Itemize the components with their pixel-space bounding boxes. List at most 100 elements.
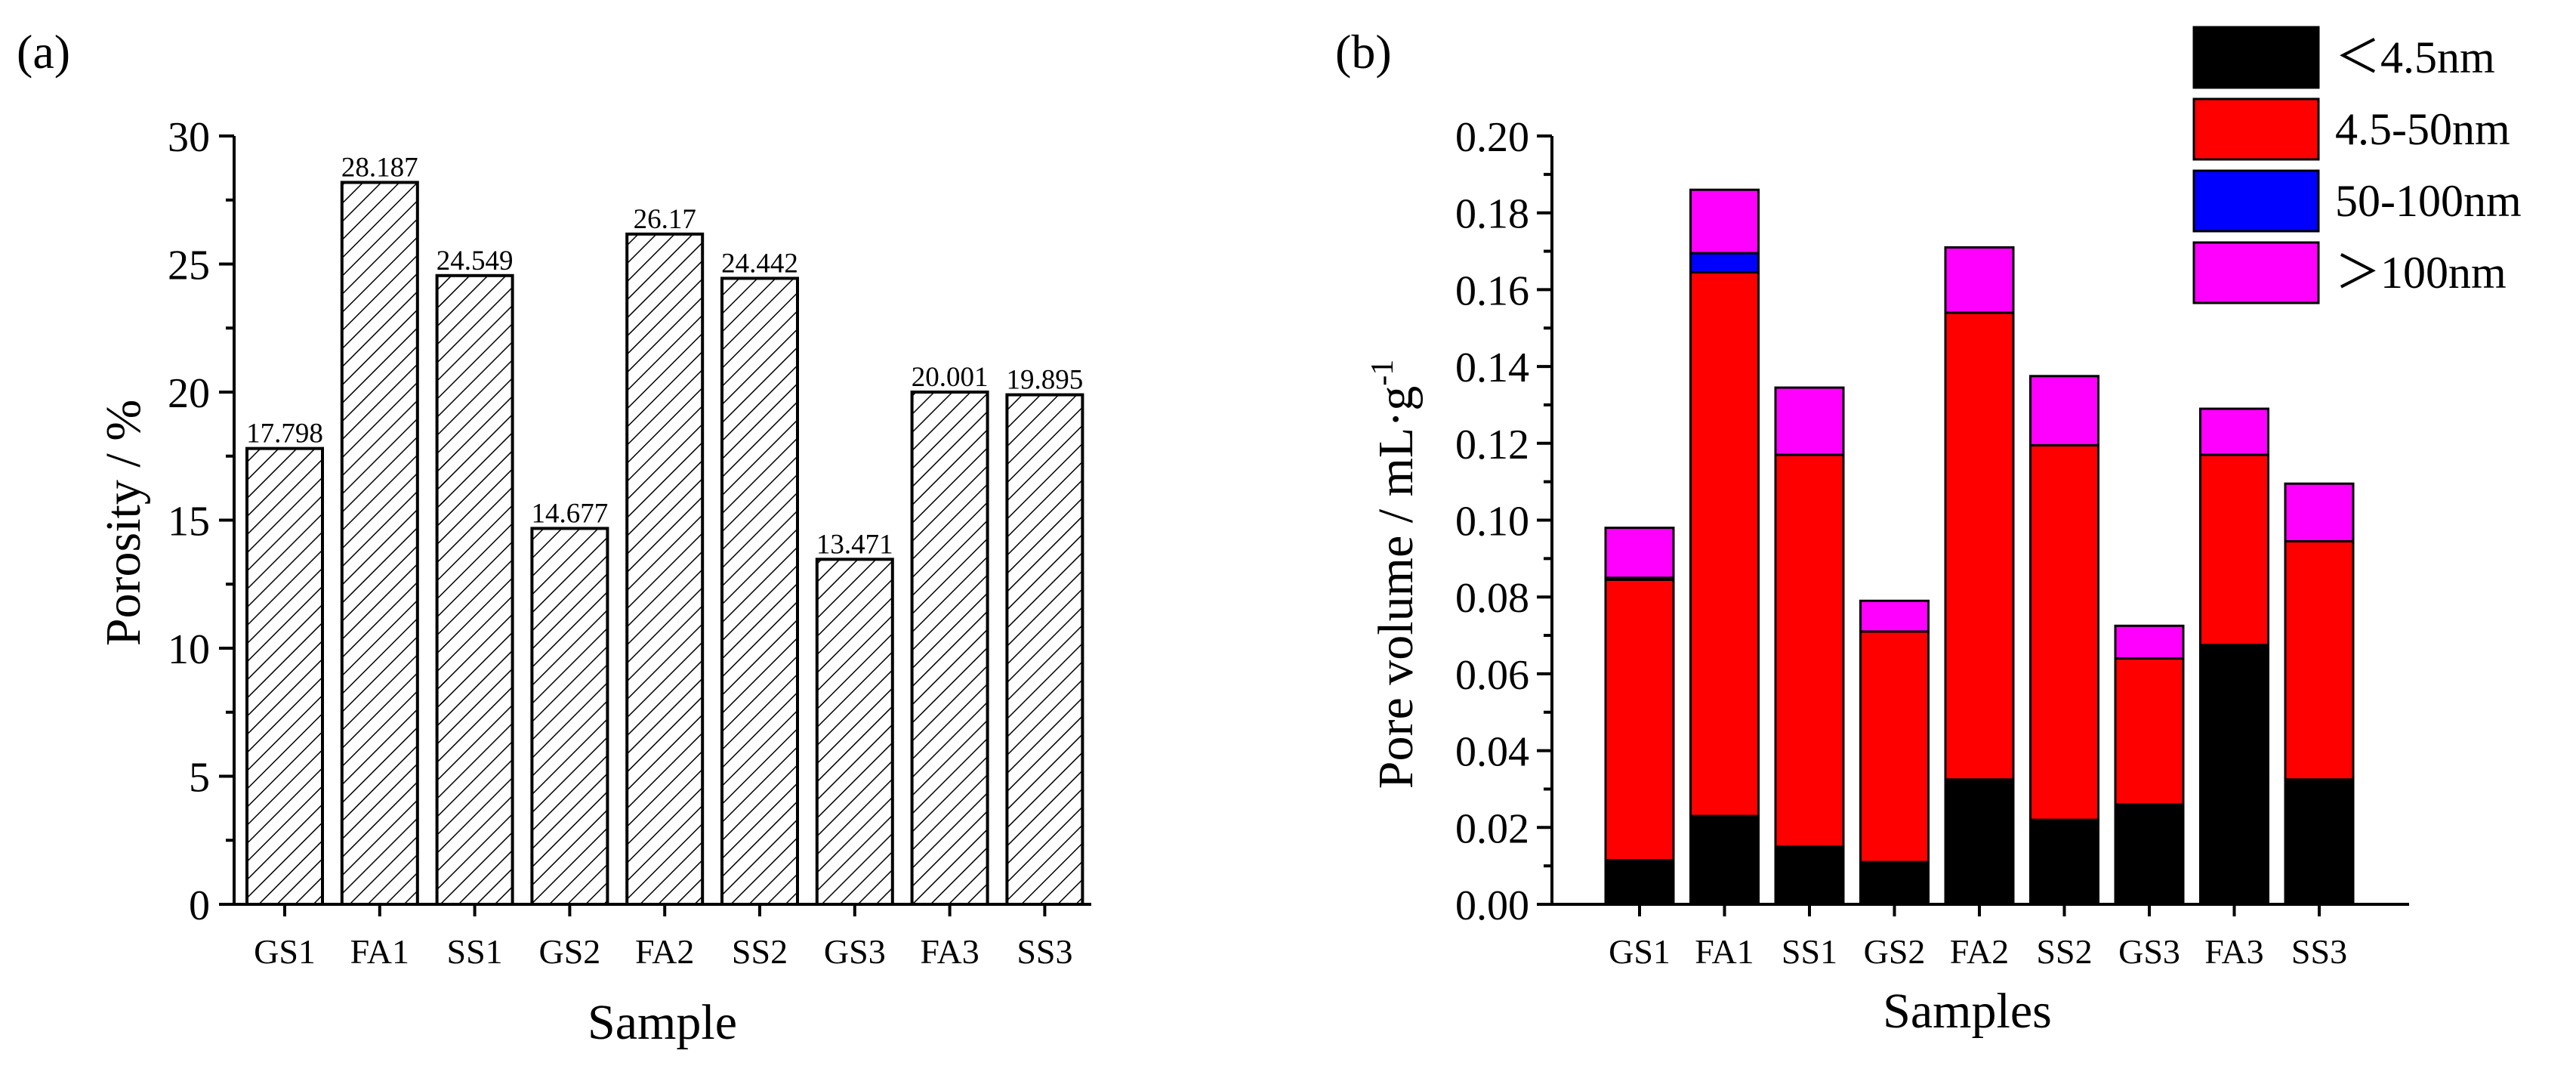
pore-volume-segment-gs1-s1 [1604, 578, 1675, 862]
pore-volume-segment-ss1-s0 [1774, 845, 1845, 906]
panel-a-label: (a) [17, 25, 70, 79]
pore-volume-segment-fa3-s1 [2199, 453, 2269, 647]
pore-volume-x-tick-label: GS1 [1609, 932, 1671, 971]
pore-volume-x-tick-label: FA2 [1950, 932, 2009, 971]
pore-volume-segment-fa3-s0 [2199, 644, 2269, 906]
pore-volume-x-tick-label: SS2 [2036, 932, 2092, 971]
pore-volume-y-tick-label: 0.12 [1455, 422, 1529, 468]
pore-volume-segment-gs3-s1 [2114, 657, 2185, 806]
pore-volume-segment-fa1-s3 [1689, 188, 1760, 255]
porosity-x-tick-label: FA1 [350, 932, 409, 971]
pore-volume-segment-ss2-s1 [2029, 443, 2099, 821]
porosity-bar-fa3 [910, 390, 989, 906]
porosity-value-label: 24.549 [437, 246, 514, 277]
pore-volume-x-axis-title: Samples [1883, 984, 2052, 1039]
pore-volume-segment-fa2-s3 [1944, 246, 2015, 314]
pore-volume-x-tick-label: GS3 [2118, 932, 2180, 971]
porosity-bars: 17.798 28.187 24.549 14.677 26.17 24.442 13.47… [245, 152, 1084, 907]
pore-volume-x-tick-label: GS2 [1864, 932, 1926, 971]
pore-volume-bars [1604, 188, 2355, 906]
pore-volume-segment-ss2-s3 [2029, 375, 2099, 446]
porosity-bar-fa1 [340, 181, 419, 906]
pore-volume-x-tick-label: FA3 [2204, 932, 2263, 971]
pore-volume-segment-gs3-s0 [2114, 803, 2185, 906]
pore-volume-segment-gs2-s0 [1859, 860, 1930, 906]
porosity-value-label: 17.798 [246, 419, 323, 450]
porosity-x-axis-title: Sample [588, 995, 737, 1050]
legend-label-2: 50-100nm [2335, 176, 2522, 226]
pore-volume-segment-fa1-s2 [1689, 252, 1760, 274]
pore-volume-segment-ss3-s3 [2284, 482, 2355, 542]
porosity-bar-gs3 [815, 558, 894, 907]
pore-volume-segment-fa3-s3 [2199, 407, 2269, 456]
pore-volume-segment-fa2-s1 [1944, 311, 2015, 781]
pore-volume-segment-gs1-s0 [1604, 859, 1675, 906]
porosity-y-tick-label: 20 [168, 370, 210, 417]
porosity-bar-ss1 [435, 273, 514, 907]
porosity-value-label: 19.895 [1007, 365, 1084, 396]
porosity-x-tick-label: SS2 [732, 932, 788, 971]
porosity-bar-ss3 [1005, 393, 1084, 906]
pore-volume-y-tick-label: 0.10 [1455, 499, 1529, 545]
pore-volume-segment-gs1-s3 [1604, 527, 1675, 579]
pore-volume-segment-ss1-s1 [1774, 453, 1845, 848]
porosity-value-label: 20.001 [912, 362, 989, 393]
porosity-y-tick-label: 25 [168, 243, 210, 289]
pore-volume-x-tick-label: SS1 [1782, 932, 1837, 971]
porosity-bar-gs2 [530, 527, 609, 906]
porosity-y-tick-label: 10 [168, 626, 210, 673]
pore-volume-y-tick-label: 0.08 [1455, 575, 1529, 622]
porosity-value-label: 26.17 [634, 204, 696, 235]
pore-volume-x-tick-label: FA1 [1695, 932, 1754, 971]
porosity-y-tick-label: 15 [168, 499, 210, 545]
legend-label-1: 4.5-50nm [2335, 104, 2510, 154]
legend-swatch-3 [2192, 241, 2320, 304]
pore-volume-y-tick-label: 0.04 [1455, 729, 1529, 776]
pore-volume-y-tick-label: 0.20 [1455, 114, 1529, 161]
pore-volume-segment-ss2-s0 [2029, 818, 2099, 906]
panel-b-label: (b) [1335, 25, 1392, 79]
legend-label-3: ＞100nm [2335, 248, 2507, 298]
porosity-bar-gs1 [245, 446, 324, 906]
porosity-value-label: 28.187 [341, 152, 418, 183]
porosity-value-label: 24.442 [721, 248, 798, 279]
pore-volume-y-tick-label: 0.00 [1455, 882, 1529, 929]
pore-volume-axes: GS1 FA1 SS1 GS2 FA2 SS2 GS3 FA3 SS3 0.00 0.02 0.04 0… [1455, 114, 2409, 971]
pore-volume-y-tick-label: 0.06 [1455, 652, 1529, 699]
porosity-x-tick-label: GS3 [824, 932, 886, 971]
pore-volume-y-axis-title: Pore volume / mL·g-1 [1365, 360, 1424, 789]
pore-volume-segment-ss3-s1 [2284, 539, 2355, 781]
pore-volume-y-axis-title-main: Pore volume / mL·g [1368, 386, 1424, 789]
pore-volume-segment-ss1-s3 [1774, 386, 1845, 456]
porosity-y-tick-label: 30 [168, 114, 210, 161]
porosity-x-tick-label: GS1 [254, 932, 316, 971]
pore-volume-segment-fa1-s0 [1689, 814, 1760, 906]
porosity-bar-ss2 [720, 277, 799, 906]
porosity-axes: GS1 FA1 SS1 GS2 FA2 SS2 GS3 FA3 SS3 0 5 10 15 20 25 30 [168, 114, 1091, 971]
porosity-value-label: 13.471 [816, 529, 893, 560]
legend-swatch-0 [2192, 26, 2320, 89]
porosity-y-tick-label: 0 [189, 882, 210, 929]
pore-volume-y-tick-label: 0.16 [1455, 267, 1529, 314]
porosity-x-tick-label: FA2 [635, 932, 694, 971]
porosity-chart: (a) 17.79828.18724.54914.67726.1724.4421… [17, 25, 1091, 1050]
porosity-x-tick-label: SS3 [1017, 932, 1072, 971]
pore-volume-segment-gs2-s1 [1859, 630, 1930, 864]
pore-volume-segment-gs3-s3 [2114, 624, 2185, 660]
porosity-x-tick-label: GS2 [538, 932, 600, 971]
porosity-y-axis-title: Porosity / % [96, 400, 151, 646]
porosity-x-tick-label: FA3 [920, 932, 979, 971]
legend: ＜4.5nm 4.5-50nm 50-100nm ＞100nm [2192, 26, 2522, 304]
pore-volume-segment-ss3-s0 [2284, 778, 2355, 906]
pore-volume-x-tick-label: SS3 [2291, 932, 2347, 971]
legend-label-0: ＜4.5nm [2335, 32, 2495, 82]
porosity-y-tick-label: 5 [189, 755, 210, 802]
pore-volume-y-tick-label: 0.02 [1455, 805, 1529, 852]
legend-swatch-1 [2192, 97, 2320, 161]
pore-volume-y-tick-label: 0.14 [1455, 344, 1529, 391]
pore-volume-y-tick-label: 0.18 [1455, 191, 1529, 238]
porosity-value-label: 14.677 [532, 498, 609, 529]
pore-volume-segment-gs2-s3 [1859, 599, 1930, 633]
porosity-bar-fa2 [625, 232, 705, 907]
